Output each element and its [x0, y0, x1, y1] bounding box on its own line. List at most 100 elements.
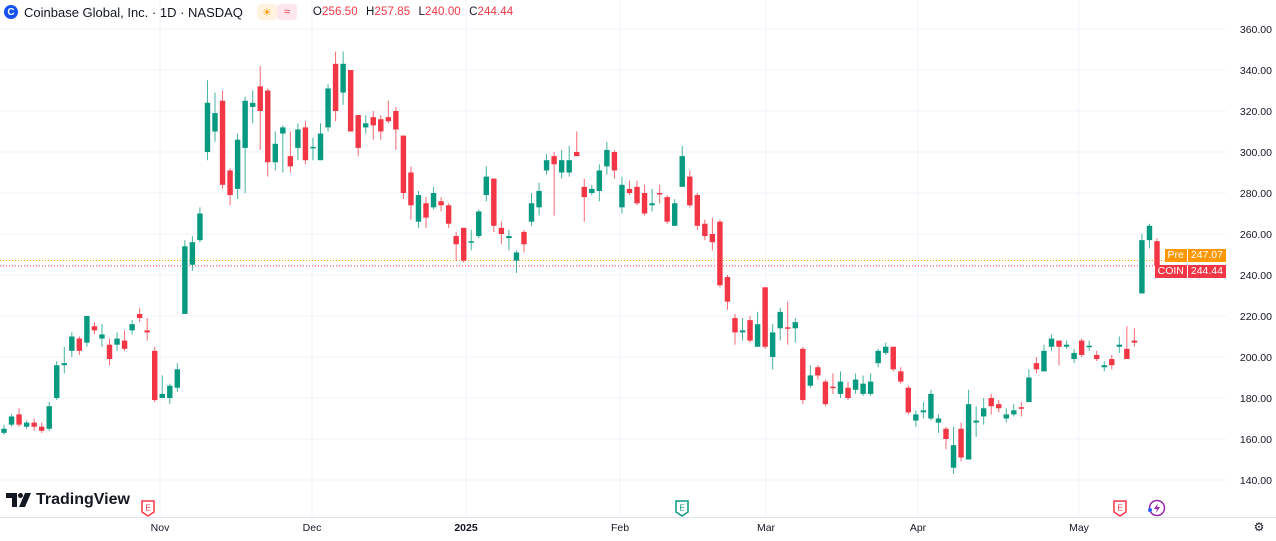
symbol-title[interactable]: Coinbase Global, Inc. · 1D · NASDAQ — [24, 4, 243, 20]
candle — [837, 371, 844, 398]
candle-body — [317, 133, 324, 161]
candle-body — [234, 139, 241, 189]
candle-body — [332, 63, 339, 111]
candle — [152, 346, 158, 403]
earnings-marker — [675, 500, 689, 517]
candle-body — [1, 428, 7, 433]
candle — [732, 313, 738, 345]
candle — [242, 96, 248, 193]
low-value: 240.00 — [425, 6, 461, 18]
candle — [996, 400, 1002, 413]
candle-body — [528, 203, 535, 222]
candle — [664, 195, 670, 224]
candle — [1086, 340, 1092, 351]
candle-body — [619, 184, 625, 208]
approx-icon[interactable]: ≈ — [276, 4, 297, 20]
candle — [1093, 350, 1100, 362]
candle-body — [882, 346, 889, 353]
candle — [913, 410, 919, 427]
candle — [363, 115, 369, 134]
candle-body — [325, 88, 331, 128]
candle-body — [310, 146, 316, 149]
close-label: C — [469, 6, 478, 18]
candle — [408, 166, 414, 220]
candle-body — [8, 416, 15, 425]
candle — [438, 197, 444, 212]
candle-body — [905, 387, 912, 413]
candle — [694, 193, 701, 230]
candle-body — [634, 186, 640, 204]
candle — [280, 125, 286, 173]
earnings-icon[interactable]: E — [675, 500, 689, 517]
candle — [121, 330, 128, 351]
candle-body — [928, 393, 934, 419]
candle — [265, 88, 271, 177]
candle — [219, 90, 226, 189]
candle-body — [965, 404, 972, 460]
candle-body — [709, 234, 716, 243]
candle-body — [1033, 363, 1040, 370]
candle-body — [1131, 340, 1138, 343]
candle — [958, 422, 964, 462]
settings-icon[interactable]: ⚙ — [1253, 520, 1265, 534]
candle — [1124, 326, 1130, 360]
candle-body — [257, 86, 263, 111]
y-tick-label: 260.00 — [1240, 229, 1272, 241]
x-tick-label: May — [1069, 522, 1090, 534]
y-tick-label: 240.00 — [1240, 270, 1272, 282]
candle — [295, 123, 301, 161]
candle-body — [136, 313, 143, 319]
candle-body — [996, 404, 1002, 409]
earnings-icon[interactable]: E — [1113, 500, 1127, 517]
earnings-letter: E — [145, 504, 150, 513]
candle — [1063, 340, 1070, 349]
candle-body — [302, 127, 309, 161]
candle — [596, 164, 603, 202]
candle — [882, 342, 889, 355]
tradingview-logo[interactable]: TradingView — [6, 491, 130, 509]
candle — [513, 250, 520, 273]
candle — [106, 338, 113, 366]
candle — [1146, 223, 1153, 249]
candle-body — [468, 241, 474, 243]
candle-body — [219, 100, 226, 185]
candle — [167, 383, 173, 405]
candle — [528, 193, 535, 226]
candle-body — [370, 117, 376, 126]
candle-body — [1063, 344, 1070, 347]
candle-body — [1116, 344, 1123, 347]
candle — [174, 363, 181, 392]
candle-body — [491, 178, 497, 226]
candle — [566, 145, 572, 177]
candle-body — [159, 393, 165, 398]
candle — [91, 322, 98, 335]
candle-body — [385, 117, 392, 122]
candle — [1041, 344, 1047, 372]
earnings-icon[interactable]: E — [141, 500, 155, 517]
candle — [709, 217, 716, 251]
candle-body — [476, 211, 482, 237]
candle — [928, 389, 934, 421]
candle-body — [1056, 340, 1062, 347]
candle-body — [280, 127, 286, 134]
candle-body — [430, 193, 437, 208]
candle — [965, 389, 972, 460]
candle-body — [551, 156, 557, 165]
flash-event-icon[interactable] — [1148, 499, 1166, 517]
candle-body — [513, 252, 520, 261]
candle — [739, 318, 746, 341]
candle-body — [558, 160, 565, 173]
candle — [197, 207, 203, 243]
candle-body — [1003, 414, 1009, 419]
candle — [762, 287, 768, 349]
candle — [1109, 354, 1115, 370]
candle — [717, 219, 723, 288]
candle-body — [378, 119, 384, 132]
candle-body — [935, 418, 942, 423]
sun-icon[interactable]: ☀ — [256, 4, 277, 20]
close-value: 244.44 — [477, 6, 514, 18]
candle — [777, 307, 783, 341]
candle-body — [498, 227, 505, 234]
candle-body — [121, 340, 128, 349]
